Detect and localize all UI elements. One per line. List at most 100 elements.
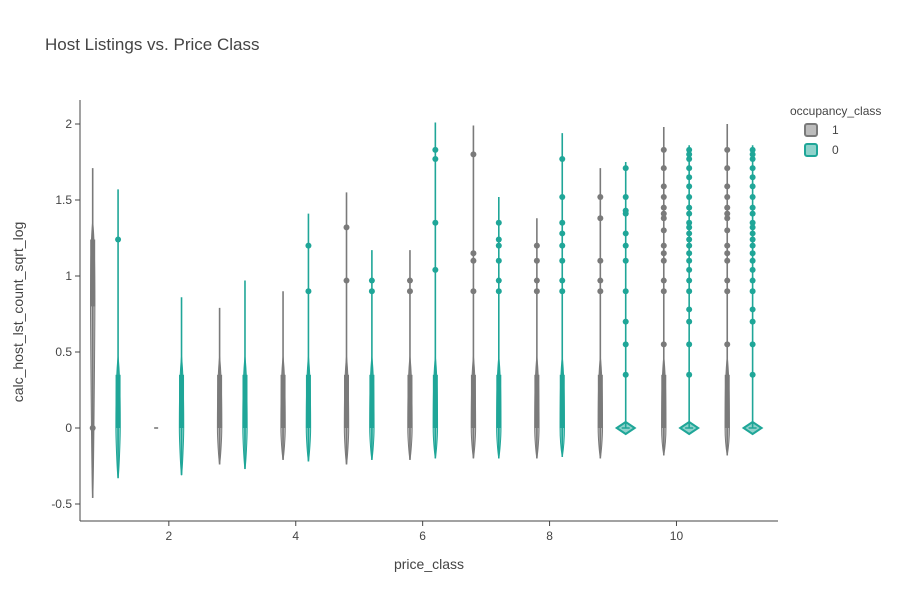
outlier-point xyxy=(686,250,693,257)
violin xyxy=(280,291,286,461)
outlier-point xyxy=(749,318,756,325)
violin xyxy=(343,192,350,465)
outlier-point xyxy=(597,288,604,295)
y-ticks: -0.5 0 0.5 1 1.5 2 xyxy=(51,117,80,511)
outlier-point xyxy=(559,155,566,162)
outlier-point xyxy=(622,341,629,348)
violin xyxy=(660,127,667,456)
outlier-point xyxy=(622,165,629,172)
outlier-point xyxy=(432,266,439,273)
outlier-point xyxy=(749,151,756,158)
outlier-point xyxy=(622,257,629,264)
legend-item: 1 xyxy=(804,123,839,137)
outlier-point xyxy=(749,277,756,284)
outlier-point xyxy=(686,183,693,190)
outlier-point xyxy=(686,230,693,237)
violin-box xyxy=(534,374,540,428)
violin xyxy=(216,307,223,465)
outlier-point xyxy=(686,165,693,172)
outlier-point xyxy=(749,242,756,249)
outlier-point xyxy=(749,224,756,231)
outlier-point xyxy=(686,219,693,226)
x-tick-label: 10 xyxy=(670,529,684,543)
outlier-point xyxy=(749,146,756,153)
outlier-point xyxy=(686,341,693,348)
violin xyxy=(305,213,312,462)
outlier-point xyxy=(749,341,756,348)
x-tick-label: 2 xyxy=(165,529,172,543)
outlier-point xyxy=(470,288,477,295)
outlier-point xyxy=(470,250,477,257)
legend-items: 10 xyxy=(804,123,839,157)
outlier-point xyxy=(406,277,413,284)
y-tick-label: 0.5 xyxy=(55,345,72,359)
outlier-point xyxy=(660,242,667,249)
x-ticks: 2 4 6 8 10 xyxy=(165,521,683,543)
outlier-point xyxy=(749,219,756,226)
outlier-point xyxy=(597,277,604,284)
outlier-point xyxy=(686,242,693,249)
x-tick-label: 4 xyxy=(292,529,299,543)
violin xyxy=(89,168,96,499)
outlier-point xyxy=(686,277,693,284)
outlier-point xyxy=(686,371,693,378)
outlier-point xyxy=(622,371,629,378)
outlier-point xyxy=(749,266,756,273)
outlier-point xyxy=(597,193,604,200)
violin xyxy=(242,280,248,470)
outlier-point xyxy=(89,425,96,431)
outlier-point xyxy=(115,236,122,243)
outlier-point xyxy=(749,155,756,162)
outlier-point xyxy=(622,288,629,295)
violin xyxy=(495,196,502,459)
outlier-point xyxy=(305,242,312,249)
outlier-point xyxy=(749,183,756,190)
outlier-point xyxy=(432,155,439,162)
outlier-point xyxy=(597,215,604,222)
violin-box xyxy=(280,374,286,428)
violin-box xyxy=(217,374,223,428)
outlier-point xyxy=(724,210,731,217)
outlier-point xyxy=(749,288,756,295)
y-tick-label: -0.5 xyxy=(51,497,72,511)
plot-area xyxy=(89,122,764,499)
outlier-point xyxy=(559,277,566,284)
series-0 xyxy=(115,122,764,479)
violin-box xyxy=(597,374,603,428)
outlier-point xyxy=(495,257,502,264)
violin xyxy=(559,133,566,457)
outlier-point xyxy=(622,193,629,200)
outlier-point xyxy=(622,207,629,214)
violin xyxy=(432,122,439,459)
violin-box xyxy=(496,374,502,428)
outlier-point xyxy=(686,174,693,181)
outlier-point xyxy=(368,277,375,284)
violin xyxy=(368,250,375,461)
outlier-point xyxy=(724,183,731,190)
outlier-point xyxy=(724,227,731,234)
outlier-point xyxy=(686,288,693,295)
outlier-point xyxy=(749,230,756,237)
outlier-point xyxy=(470,257,477,264)
violin-box xyxy=(242,374,248,428)
legend-swatch xyxy=(804,123,818,137)
outlier-point xyxy=(495,242,502,249)
outlier-point xyxy=(749,204,756,211)
outlier-point xyxy=(686,257,693,264)
series-1 xyxy=(89,124,731,499)
y-tick-label: 1.5 xyxy=(55,193,72,207)
outlier-point xyxy=(432,146,439,153)
outlier-point xyxy=(559,219,566,226)
outlier-point xyxy=(749,306,756,313)
outlier-point xyxy=(660,288,667,295)
legend-swatch xyxy=(804,143,818,157)
outlier-point xyxy=(597,257,604,264)
outlier-point xyxy=(724,341,731,348)
outlier-point xyxy=(660,250,667,257)
outlier-point xyxy=(495,277,502,284)
outlier-point xyxy=(724,242,731,249)
outlier-point xyxy=(470,151,477,158)
legend: occupancy_class 10 xyxy=(790,104,881,157)
outlier-point xyxy=(724,288,731,295)
outlier-point xyxy=(749,250,756,257)
